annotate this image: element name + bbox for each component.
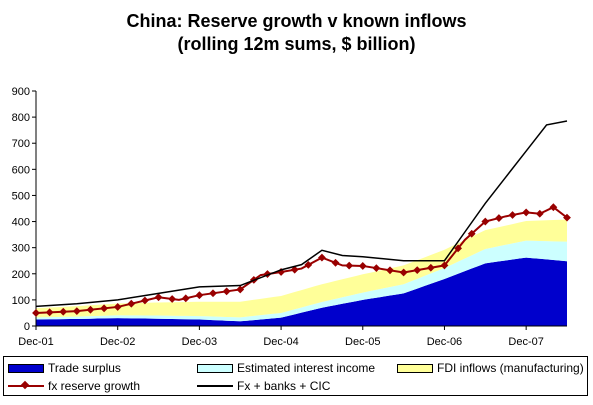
area-estimated-interest-income: [36, 240, 567, 322]
legend-label-fx-banks-cic: Fx + banks + CIC: [237, 379, 331, 393]
y-tick-label: 500: [12, 190, 30, 202]
x-tick-label: Dec-03: [182, 336, 217, 348]
y-tick-label: 100: [12, 295, 30, 307]
marker-fx-reserve-growth: [209, 289, 217, 298]
legend-label-fx-reserve-growth: fx reserve growth: [48, 379, 141, 393]
marker-fx-reserve-growth: [563, 213, 571, 222]
marker-fx-reserve-growth: [467, 229, 476, 238]
y-tick-label: 300: [12, 243, 30, 255]
marker-fx-reserve-growth: [222, 287, 231, 296]
marker-fx-reserve-growth: [181, 294, 190, 303]
marker-fx-reserve-growth: [127, 299, 136, 308]
x-tick-label: Dec-01: [18, 336, 53, 348]
legend-label-trade-surplus: Trade surplus: [48, 361, 121, 375]
area-trade-surplus: [36, 257, 567, 326]
x-tick-label: Dec-02: [100, 336, 135, 348]
y-tick-label: 200: [12, 269, 30, 281]
marker-fx-reserve-growth: [32, 309, 40, 317]
marker-fx-reserve-growth: [45, 308, 54, 317]
legend-label-fdi-inflows: FDI inflows (manufacturing): [437, 361, 584, 375]
legend-swatch-interest-income: [197, 363, 233, 373]
x-tick-label: Dec-06: [427, 336, 462, 348]
marker-fx-reserve-growth: [481, 217, 490, 226]
line-fx-banks-cic: [35, 120, 568, 308]
marker-fx-reserve-growth: [304, 260, 313, 269]
marker-fx-reserve-growth: [399, 268, 408, 277]
marker-fx-reserve-growth: [195, 291, 204, 300]
marker-fx-reserve-growth: [113, 303, 122, 311]
marker-fx-reserve-growth: [358, 262, 367, 270]
y-tick-label: 700: [12, 138, 30, 150]
marker-fx-reserve-growth: [236, 285, 245, 294]
y-tick-label: 400: [12, 217, 30, 229]
marker-fx-reserve-growth: [508, 211, 517, 219]
y-tick-label: 800: [12, 112, 30, 124]
legend-swatch-fx-banks-cic: [197, 381, 233, 391]
legend-item-interest-income: Estimated interest income: [197, 360, 375, 376]
marker-fx-reserve-growth: [168, 295, 177, 303]
legend-item-trade-surplus: Trade surplus: [8, 360, 121, 376]
marker-fx-reserve-growth: [345, 261, 354, 270]
legend-item-fdi-inflows: FDI inflows (manufacturing): [397, 360, 584, 376]
x-tick-label: Dec-07: [508, 336, 543, 348]
legend-item-fx-reserve-growth: fx reserve growth: [8, 378, 140, 394]
chart-legend: Trade surplus Estimated interest income …: [3, 356, 588, 396]
marker-fx-reserve-growth: [426, 263, 435, 272]
marker-fx-reserve-growth: [72, 307, 81, 316]
marker-fx-reserve-growth: [331, 258, 340, 267]
x-tick-label: Dec-04: [263, 336, 298, 348]
marker-fx-reserve-growth: [86, 305, 95, 314]
marker-fx-reserve-growth: [549, 203, 558, 212]
marker-fx-reserve-growth: [386, 266, 394, 275]
marker-fx-reserve-growth: [495, 214, 503, 222]
marker-fx-reserve-growth: [440, 261, 449, 270]
legend-swatch-trade-surplus: [8, 363, 44, 373]
legend-swatch-fdi-inflows: [397, 363, 433, 373]
marker-fx-reserve-growth: [522, 208, 531, 217]
marker-fx-reserve-growth: [535, 209, 544, 218]
marker-fx-reserve-growth: [59, 307, 68, 316]
reserve-growth-chart: 0 100 200 300 400 500 600 700 800 900 Dec-01 Dec-02…: [12, 86, 571, 348]
legend-label-interest-income: Estimated interest income: [237, 361, 376, 375]
marker-fx-reserve-growth: [372, 264, 381, 273]
legend-item-fx-banks-cic: Fx + banks + CIC: [197, 378, 330, 394]
marker-fx-reserve-growth: [100, 304, 108, 313]
marker-fx-reserve-growth: [290, 265, 299, 274]
chart-title-block: China: Reserve growth v known inflows (r…: [0, 10, 593, 56]
marker-fx-reserve-growth: [154, 293, 163, 302]
marker-fx-reserve-growth: [318, 253, 326, 262]
y-tick-label: 0: [24, 321, 30, 333]
marker-fx-reserve-growth: [454, 244, 462, 253]
x-tick-label: Dec-05: [345, 336, 380, 348]
marker-fx-reserve-growth: [141, 296, 149, 305]
chart-title: China: Reserve growth v known inflows: [126, 11, 467, 31]
y-tick-label: 600: [12, 164, 30, 176]
y-tick-label: 900: [12, 86, 30, 98]
chart-subtitle: (rolling 12m sums, $ billion): [177, 34, 416, 54]
legend-swatch-fx-reserve-growth: [8, 380, 44, 391]
marker-fx-reserve-growth: [413, 266, 422, 275]
